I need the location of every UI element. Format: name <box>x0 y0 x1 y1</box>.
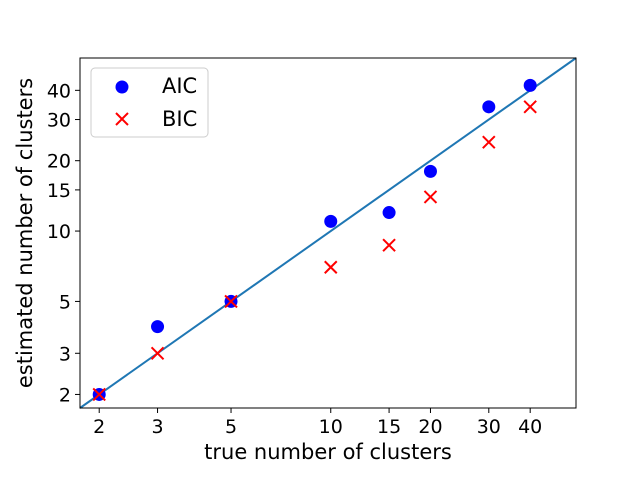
y-axis-ticks: 2 3 5 10 15 20 30 40 <box>47 80 80 406</box>
y-tick-label: 3 <box>59 343 71 365</box>
x-tick-label: 15 <box>377 416 401 438</box>
y-tick-label: 40 <box>47 80 71 102</box>
data-point-aic <box>324 214 338 228</box>
legend-symbol-bic <box>115 112 129 126</box>
data-point-aic <box>482 100 496 114</box>
legend-symbol-aic <box>115 80 129 94</box>
data-point-bic <box>382 238 396 252</box>
y-tick-label: 5 <box>59 291 71 313</box>
y-axis-label: estimated number of clusters <box>13 78 37 388</box>
legend-label-aic: AIC <box>162 74 197 98</box>
data-point-bic <box>523 100 537 114</box>
y-tick-label: 10 <box>47 221 71 243</box>
data-point-bic <box>224 294 238 309</box>
x-axis-label: true number of clusters <box>204 440 452 464</box>
x-tick-label: 20 <box>418 416 442 438</box>
data-point-bic <box>423 190 438 204</box>
reference-line <box>79 57 577 409</box>
data-point-bic <box>150 346 165 360</box>
x-tick-label: 10 <box>319 416 343 438</box>
x-tick-label: 30 <box>477 416 501 438</box>
data-point-aic <box>151 320 165 334</box>
data-point-bic <box>482 135 496 149</box>
x-tick-label: 2 <box>93 416 105 438</box>
x-tick-label: 5 <box>225 416 237 438</box>
plot-content <box>79 57 577 409</box>
legend-label-bic: BIC <box>162 107 197 131</box>
y-tick-label: 15 <box>47 180 71 202</box>
series-bic <box>92 100 537 402</box>
y-tick-label: 2 <box>59 384 71 406</box>
data-point-aic <box>382 206 396 220</box>
legend: AIC BIC <box>90 67 209 138</box>
data-point-bic <box>92 387 106 402</box>
x-tick-label: 3 <box>151 416 163 438</box>
x-tick-label: 40 <box>518 416 542 438</box>
legend-marker-aic <box>115 80 129 94</box>
data-point-aic <box>423 164 437 178</box>
data-point-bic <box>324 260 338 274</box>
x-axis-ticks: 2 3 5 10 15 20 30 40 <box>93 408 542 438</box>
data-point-aic <box>523 78 537 92</box>
y-tick-label: 30 <box>47 110 71 132</box>
legend-marker-bic <box>115 112 129 126</box>
plot-frame <box>79 57 577 409</box>
y-tick-label: 20 <box>47 151 71 173</box>
